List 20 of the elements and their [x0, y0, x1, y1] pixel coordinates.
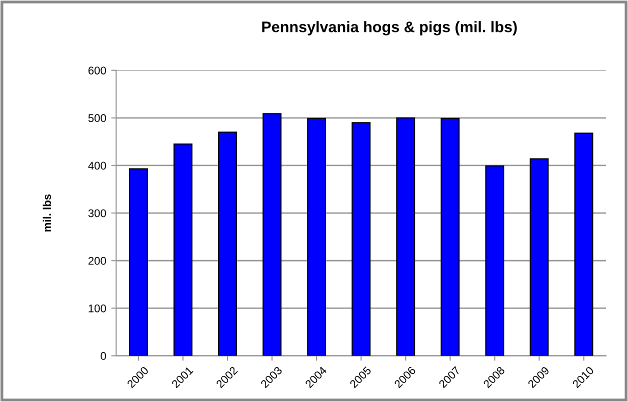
bar: [440, 118, 460, 356]
y-tick-label: 0: [100, 352, 106, 360]
bar: [574, 132, 594, 356]
y-tick-label: 200: [88, 256, 106, 265]
bar: [174, 144, 192, 356]
y-tick-label: 600: [88, 66, 106, 74]
y-tick-label: 100: [88, 304, 106, 312]
bar: [307, 118, 326, 356]
bar: [352, 122, 371, 356]
bar: [262, 113, 282, 356]
bar: [128, 168, 148, 356]
y-axis-title: mil. lbs: [42, 194, 52, 232]
y-tick-label: 400: [88, 162, 106, 170]
bar: [485, 165, 504, 356]
chart-title: Pennsylvania hogs & pigs (mil. lbs): [262, 21, 517, 36]
y-tick-label: 300: [88, 209, 106, 218]
bar: [218, 132, 237, 356]
bar: [396, 117, 416, 356]
bar: [530, 158, 549, 356]
y-tick-label: 500: [88, 114, 106, 122]
